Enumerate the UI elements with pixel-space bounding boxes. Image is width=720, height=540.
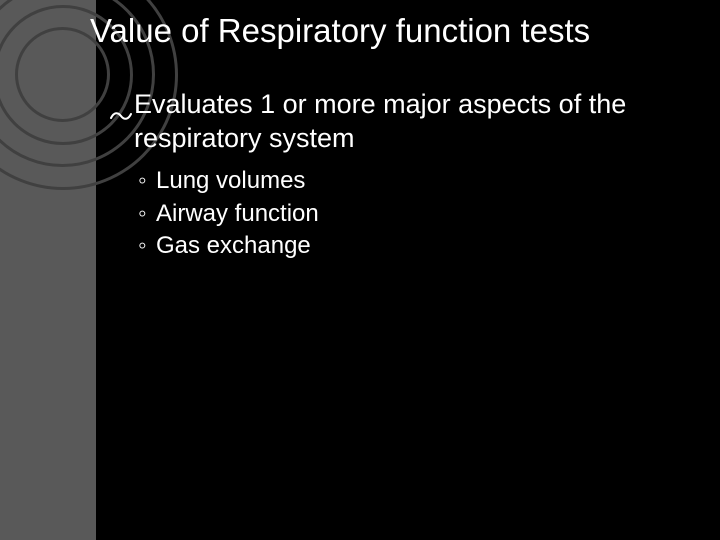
sub-bullet-item: ◦ Lung volumes	[138, 165, 700, 197]
slide-title: Value of Respiratory function tests	[90, 12, 700, 50]
sub-bullet-list: ◦ Lung volumes ◦ Airway function ◦ Gas e…	[138, 165, 700, 262]
sub-bullet-text: Lung volumes	[156, 165, 305, 197]
bullet-item: Evaluates 1 or more major aspects of the…	[110, 88, 700, 156]
sub-bullet-item: ◦ Airway function	[138, 198, 700, 230]
hollow-bullet-icon: ◦	[138, 198, 156, 230]
sub-bullet-item: ◦ Gas exchange	[138, 230, 700, 262]
slide-content: Value of Respiratory function tests Eval…	[90, 12, 700, 263]
sub-bullet-text: Airway function	[156, 198, 319, 230]
hollow-bullet-icon: ◦	[138, 165, 156, 197]
hollow-bullet-icon: ◦	[138, 230, 156, 262]
sub-bullet-text: Gas exchange	[156, 230, 311, 262]
bullet-text: Evaluates 1 or more major aspects of the…	[134, 88, 700, 156]
tilde-bullet-icon	[110, 98, 132, 132]
